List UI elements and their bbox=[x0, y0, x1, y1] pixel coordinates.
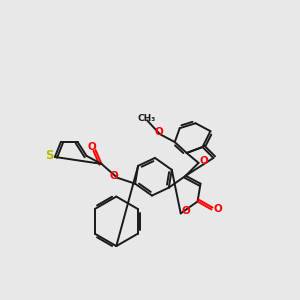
Text: S: S bbox=[45, 149, 53, 162]
Text: O: O bbox=[199, 156, 208, 166]
Text: CH₃: CH₃ bbox=[138, 114, 156, 123]
Text: O: O bbox=[214, 204, 223, 214]
Text: O: O bbox=[87, 142, 96, 152]
Text: O: O bbox=[110, 171, 119, 181]
Text: O: O bbox=[154, 127, 163, 137]
Text: O: O bbox=[181, 206, 190, 216]
